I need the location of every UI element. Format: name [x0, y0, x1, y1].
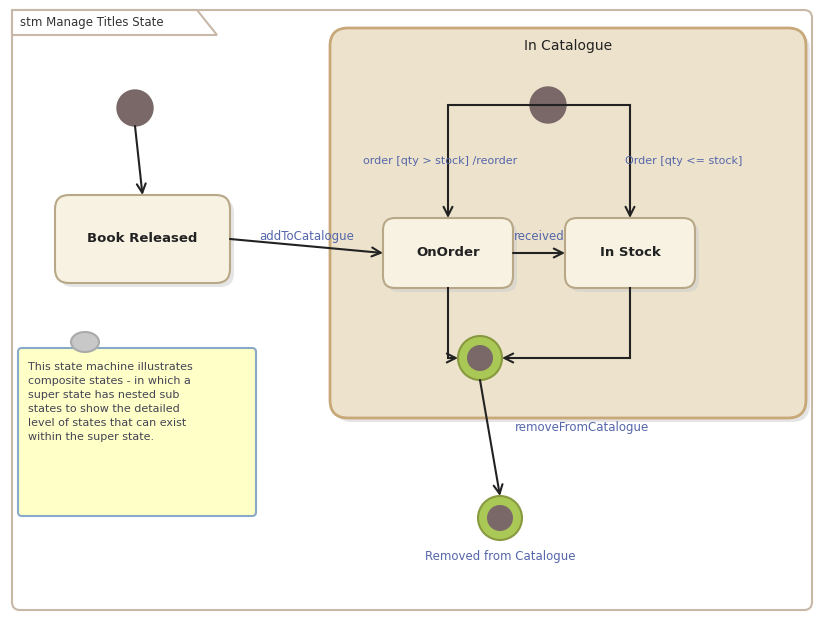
FancyBboxPatch shape	[565, 218, 695, 288]
Circle shape	[117, 90, 153, 126]
Polygon shape	[12, 10, 217, 35]
Text: stm Manage Titles State: stm Manage Titles State	[20, 16, 164, 29]
FancyBboxPatch shape	[569, 222, 699, 292]
Text: In Catalogue: In Catalogue	[524, 39, 612, 53]
Circle shape	[530, 87, 566, 123]
FancyBboxPatch shape	[59, 199, 234, 287]
Text: Removed from Catalogue: Removed from Catalogue	[425, 550, 575, 563]
FancyBboxPatch shape	[387, 222, 517, 292]
Text: removeFromCatalogue: removeFromCatalogue	[515, 421, 649, 434]
FancyBboxPatch shape	[330, 28, 806, 418]
Text: order [qty > stock] /reorder: order [qty > stock] /reorder	[363, 156, 517, 167]
Circle shape	[478, 496, 522, 540]
Text: OnOrder: OnOrder	[416, 247, 480, 260]
FancyBboxPatch shape	[334, 32, 810, 422]
FancyBboxPatch shape	[12, 10, 812, 610]
Circle shape	[467, 345, 493, 371]
Circle shape	[458, 336, 502, 380]
Text: addToCatalogue: addToCatalogue	[259, 230, 354, 243]
FancyBboxPatch shape	[383, 218, 513, 288]
Text: This state machine illustrates
composite states - in which a
super state has nes: This state machine illustrates composite…	[28, 362, 192, 442]
Text: In Stock: In Stock	[600, 247, 660, 260]
Ellipse shape	[71, 332, 99, 352]
FancyBboxPatch shape	[18, 348, 256, 516]
FancyBboxPatch shape	[55, 195, 230, 283]
Circle shape	[487, 505, 513, 531]
Text: Book Released: Book Released	[88, 232, 197, 245]
Text: Order [qty <= stock]: Order [qty <= stock]	[625, 156, 743, 167]
Text: received: received	[514, 230, 564, 243]
